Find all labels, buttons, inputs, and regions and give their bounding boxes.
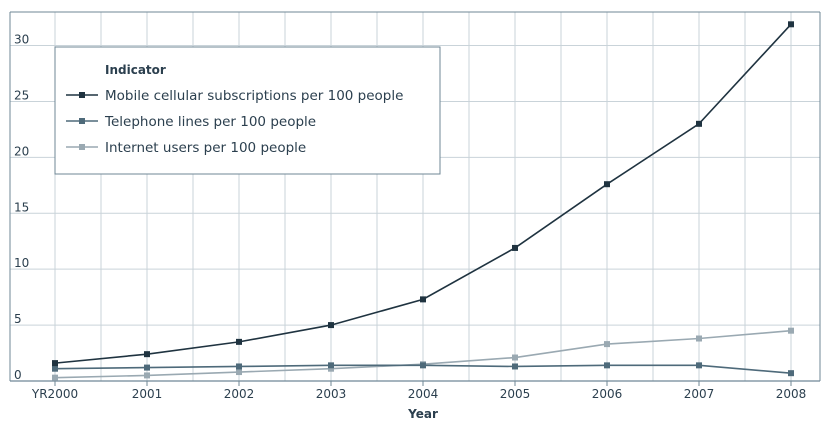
data-point (144, 351, 150, 358)
data-point (696, 335, 702, 342)
data-point (696, 362, 702, 369)
x-tick-label: 2006 (592, 387, 623, 401)
y-tick-label: 15 (14, 200, 29, 214)
legend-title: Indicator (105, 63, 166, 77)
x-tick-label: 2005 (500, 387, 531, 401)
data-point (604, 181, 610, 188)
data-point (144, 372, 150, 379)
data-point (52, 365, 58, 372)
x-tick-label: 2008 (776, 387, 807, 401)
data-point (236, 363, 242, 370)
data-point (788, 370, 794, 377)
data-point (512, 244, 518, 251)
data-point (788, 327, 794, 334)
y-tick-label: 0 (14, 368, 22, 382)
y-tick-label: 5 (14, 312, 22, 326)
data-point (52, 360, 58, 367)
data-point (52, 374, 58, 381)
y-tick-label: 25 (14, 88, 29, 102)
legend-box (54, 46, 441, 175)
x-axis-ticks: YR2000 2001 2002 2003 2004 2005 2006 2007 2008 (31, 381, 806, 401)
data-point (144, 364, 150, 371)
data-point (420, 296, 426, 303)
data-point (604, 362, 610, 369)
legend-label: Telephone lines per 100 people (104, 114, 316, 130)
legend-label: Mobile cellular subscriptions per 100 pe… (105, 88, 403, 104)
x-tick-label: 2003 (316, 387, 347, 401)
x-tick-label: 2004 (408, 387, 439, 401)
legend: Indicator Mobile cellular subscriptions … (54, 46, 441, 175)
x-tick-label: 2002 (224, 387, 255, 401)
y-axis-ticks: 0 5 10 15 20 25 30 (14, 33, 29, 382)
series-lines (52, 21, 794, 381)
data-point (328, 322, 334, 329)
y-tick-label: 20 (14, 144, 29, 158)
data-point (512, 363, 518, 370)
data-point (236, 369, 242, 376)
data-point (696, 120, 702, 127)
data-point (512, 354, 518, 361)
y-tick-label: 10 (14, 256, 29, 270)
data-point (328, 362, 334, 369)
legend-label: Internet users per 100 people (105, 140, 306, 156)
data-point (788, 21, 794, 28)
legend-swatch-marker (79, 144, 85, 150)
x-tick-label: 2001 (132, 387, 163, 401)
data-point (236, 338, 242, 345)
plot-frame (9, 11, 821, 382)
data-point (420, 362, 426, 369)
legend-swatch-marker (79, 118, 85, 124)
x-axis-title: Year (407, 407, 438, 421)
y-tick-label: 30 (14, 33, 29, 47)
legend-swatch-marker (79, 92, 85, 98)
data-point (604, 341, 610, 348)
data-point (328, 365, 334, 372)
x-tick-label: 2007 (684, 387, 715, 401)
x-tick-label: YR2000 (31, 387, 78, 401)
